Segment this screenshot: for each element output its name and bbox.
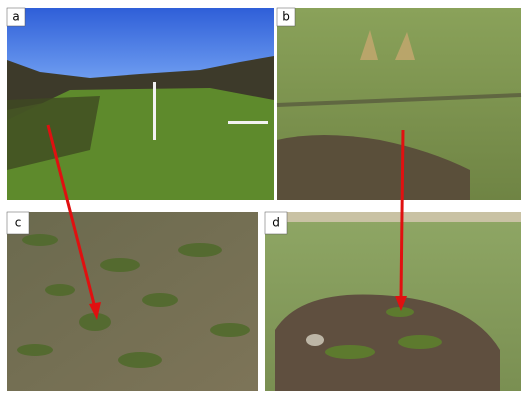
panel-label: c [15, 216, 22, 230]
arrow-b-d [401, 130, 403, 298]
page: a b c d (() => { const data = JSON.parse… [0, 0, 523, 394]
panel-label: a [12, 10, 19, 24]
panel-d [265, 212, 521, 391]
panel-a [7, 8, 274, 200]
figure: a b c d [0, 0, 523, 394]
panel-label: d [272, 216, 280, 230]
panel-c [7, 212, 258, 391]
panel-b [277, 8, 521, 200]
panel-label: b [282, 10, 290, 24]
